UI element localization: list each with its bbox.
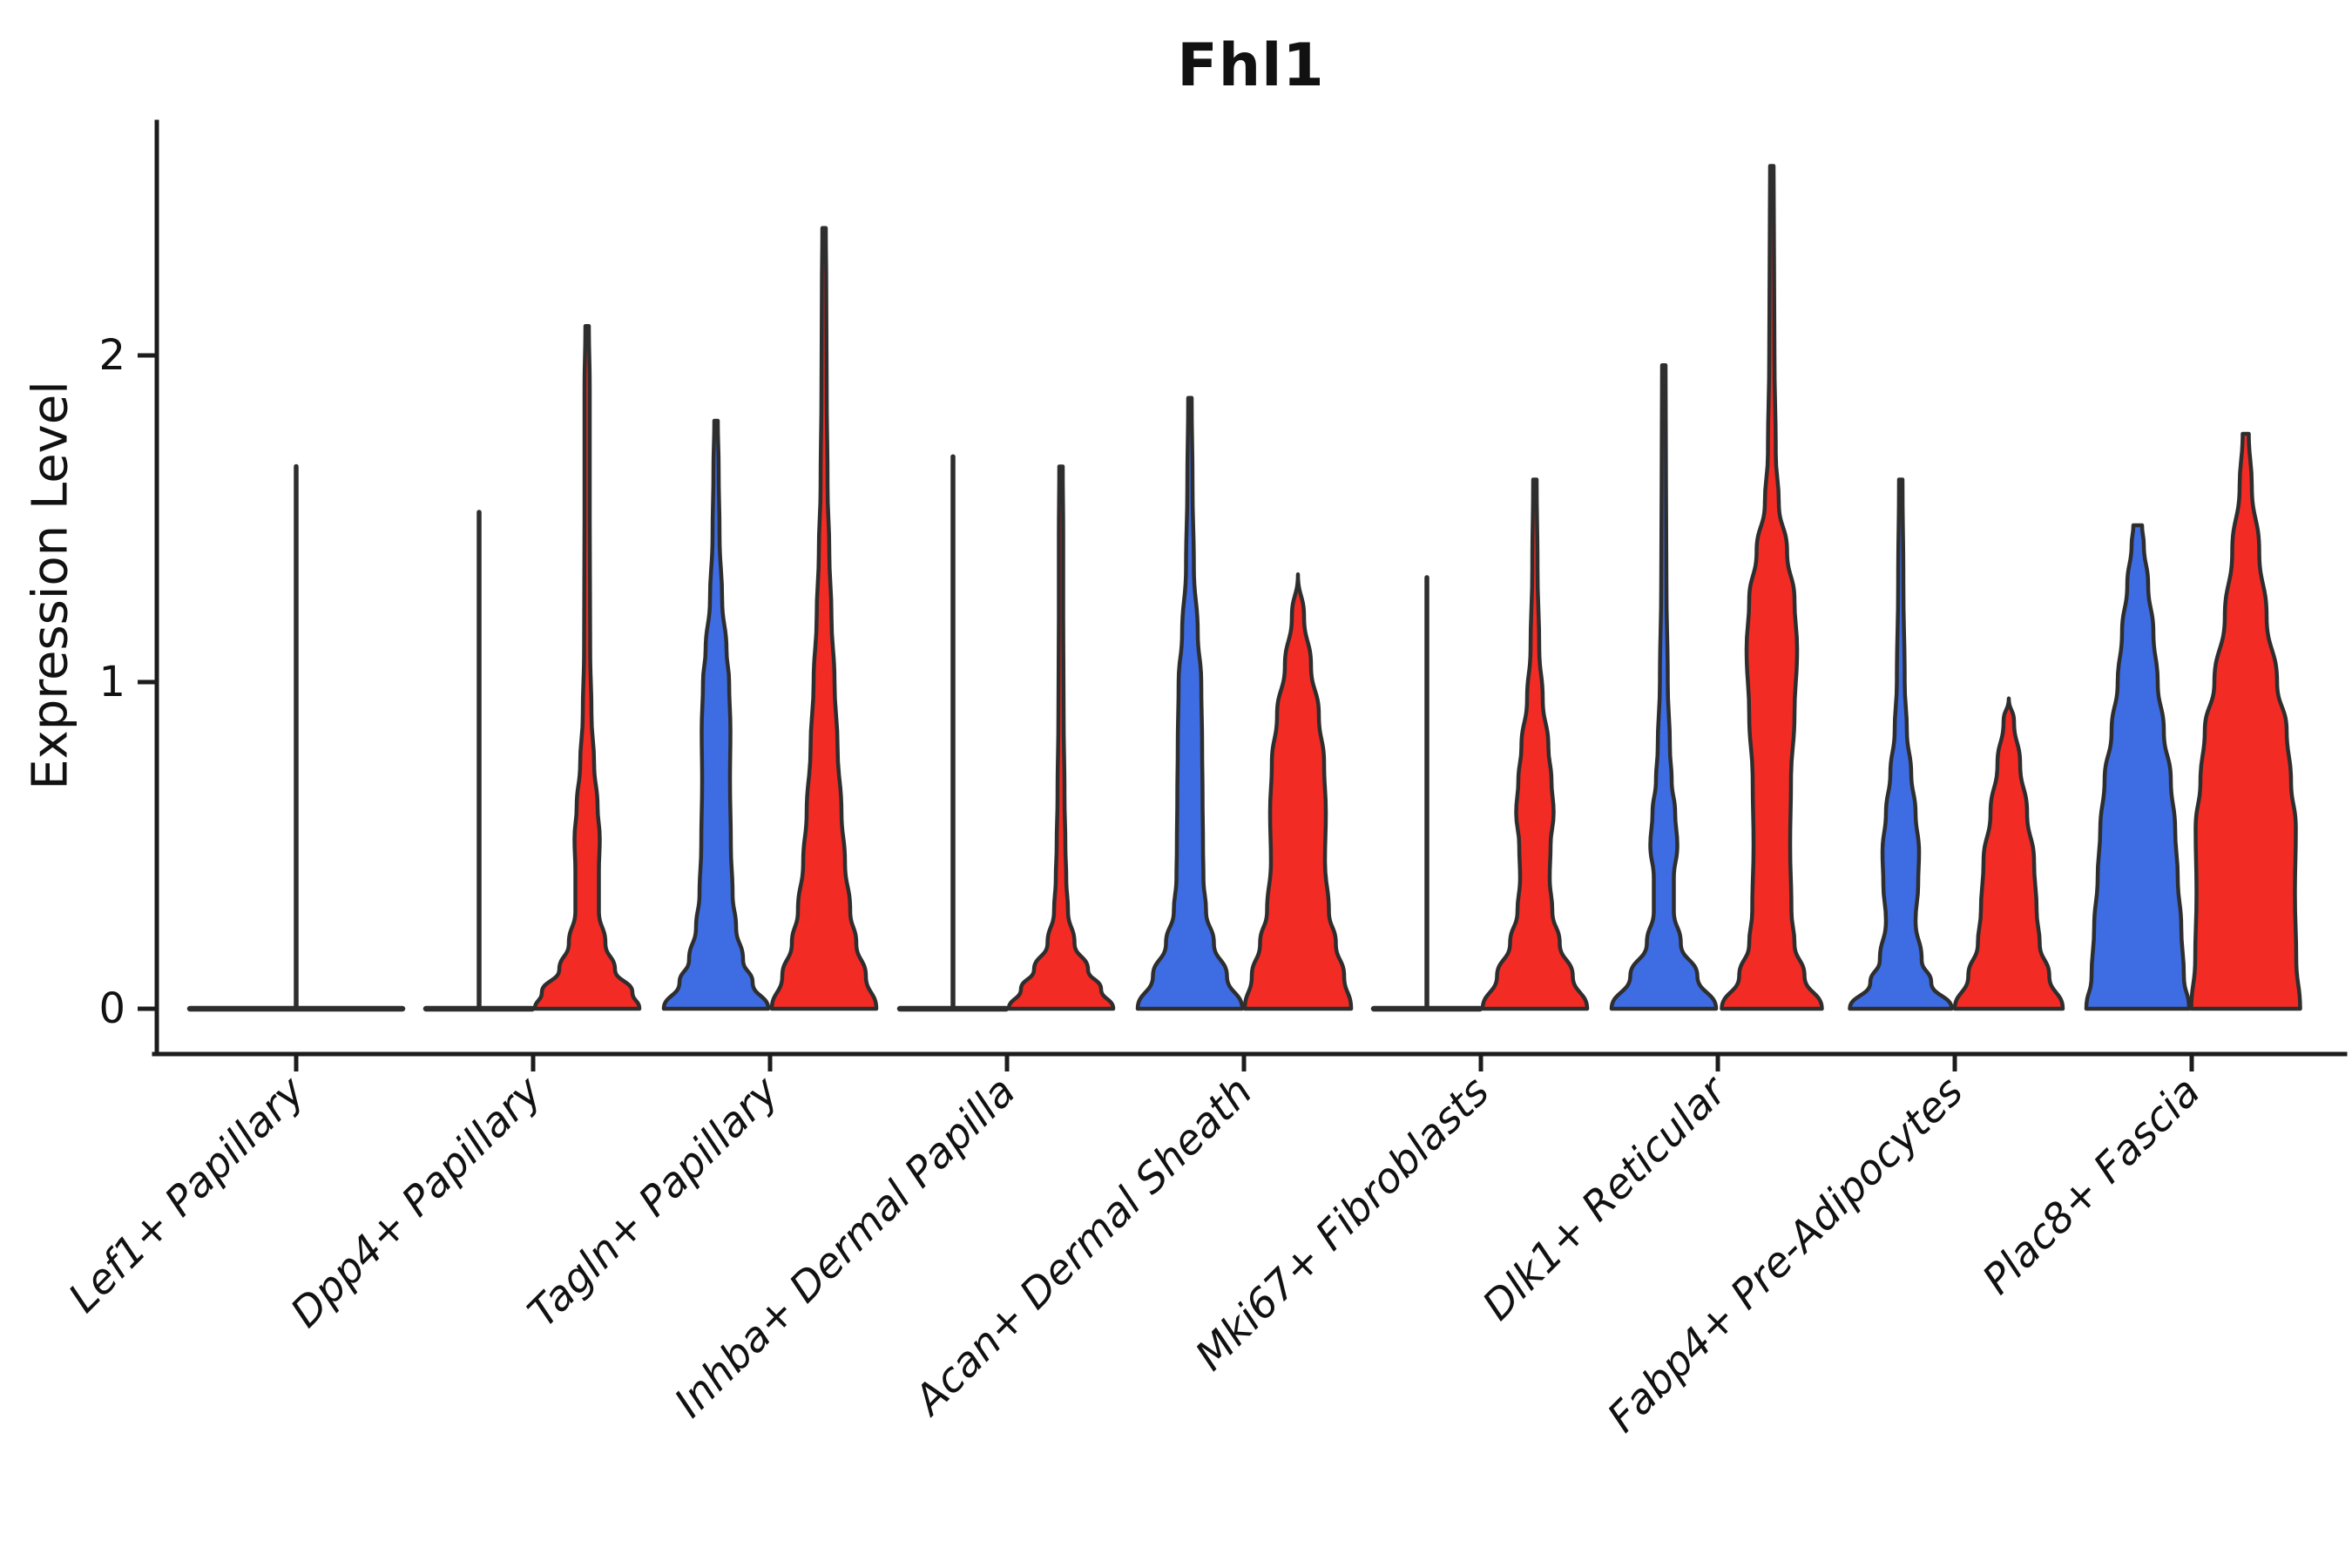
y-axis-label: Expression Level <box>22 381 79 790</box>
violin-dpp4-red <box>532 324 642 1011</box>
violin-fabp4-red <box>1952 696 2065 1011</box>
x-tick-label: Lef1+ Papillary <box>59 1067 314 1322</box>
y-tick-label: 0 <box>98 984 125 1033</box>
violin-plac8-red <box>2189 431 2302 1011</box>
violin-acan-red <box>1242 572 1354 1011</box>
violin-fabp4-blue <box>1848 477 1954 1011</box>
chart-title: Fhl1 <box>1177 31 1325 100</box>
violin-tagln-red <box>769 226 879 1011</box>
y-tick-label: 2 <box>98 331 125 380</box>
violin-plac8-blue <box>2084 523 2192 1011</box>
x-tick-label: Tagln+ Papillary <box>519 1067 789 1337</box>
violin-dlk1-red <box>1720 164 1824 1011</box>
violin-mki67-red <box>1480 477 1590 1011</box>
y-tick-label: 1 <box>98 658 125 706</box>
x-tick-label: Dpp4+ Papillary <box>281 1067 551 1337</box>
violin-inhba-red <box>1006 464 1116 1011</box>
x-tick-label: Dlk1+ Reticular <box>1474 1066 1738 1330</box>
violin-acan-blue <box>1135 395 1245 1011</box>
x-tick-label: Plac8+ Fascia <box>1973 1068 2209 1304</box>
violin-tagln-blue <box>661 418 771 1011</box>
violin-dlk1-blue <box>1609 363 1719 1011</box>
